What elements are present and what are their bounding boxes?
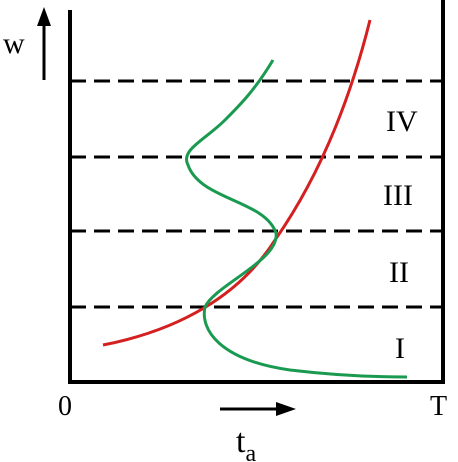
zone-label-iii: III xyxy=(383,179,413,212)
t-end-label: T xyxy=(430,391,447,422)
red-curve xyxy=(102,19,372,347)
zone-label-i: I xyxy=(395,332,405,365)
green-curve xyxy=(185,59,408,379)
zone-label-iv: IV xyxy=(386,105,418,138)
ta-axis-label: ta xyxy=(236,423,256,462)
ta-main-label: t xyxy=(236,423,246,460)
w-axis-label: w xyxy=(3,27,25,60)
ta-subscript-label: a xyxy=(245,441,256,462)
ta-arrow-head xyxy=(276,402,296,416)
origin-label: 0 xyxy=(58,391,72,422)
w-arrow-head xyxy=(37,7,51,26)
zone-label-ii: II xyxy=(389,256,409,289)
